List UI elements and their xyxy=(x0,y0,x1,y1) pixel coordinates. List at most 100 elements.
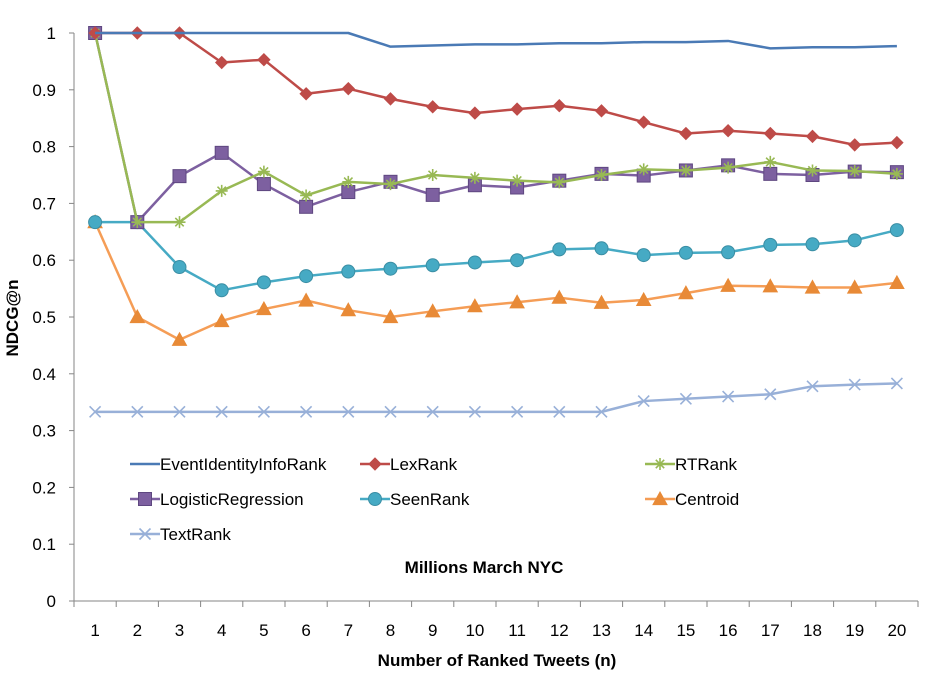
data-point xyxy=(720,277,736,292)
y-tick-label: 0.4 xyxy=(32,365,56,384)
data-point xyxy=(342,175,355,188)
legend-label: Centroid xyxy=(675,490,739,509)
data-point xyxy=(172,260,187,275)
x-axis-title: Number of Ranked Tweets (n) xyxy=(378,651,617,670)
data-point xyxy=(341,264,356,279)
data-point xyxy=(678,285,694,300)
y-tick-label: 0.3 xyxy=(32,422,56,441)
data-point xyxy=(256,275,271,290)
data-point xyxy=(552,242,567,257)
series-line xyxy=(95,31,897,50)
data-point xyxy=(678,245,693,260)
y-tick-label: 0.6 xyxy=(32,251,56,270)
data-point xyxy=(848,378,861,391)
legend-label: RTRank xyxy=(675,455,738,474)
data-point xyxy=(172,169,187,184)
data-point xyxy=(553,176,566,189)
data-point xyxy=(425,258,440,273)
data-point xyxy=(847,233,862,248)
y-tick-label: 0.5 xyxy=(32,308,56,327)
data-point xyxy=(805,237,820,252)
data-point xyxy=(89,405,102,418)
data-point xyxy=(340,302,357,317)
x-tick-label: 10 xyxy=(465,621,484,640)
data-point xyxy=(890,135,904,150)
data-point xyxy=(594,104,609,118)
x-tick-label: 18 xyxy=(803,621,822,640)
data-point xyxy=(131,405,144,418)
legend-label: EventIdentityInfoRank xyxy=(160,455,327,474)
data-point xyxy=(215,184,228,197)
x-tick-label: 9 xyxy=(428,621,437,640)
data-point xyxy=(256,301,272,316)
data-point xyxy=(299,87,313,101)
data-point xyxy=(721,245,736,260)
x-tick-label: 12 xyxy=(550,621,569,640)
legend-swatch-marker xyxy=(138,492,152,506)
data-point xyxy=(382,308,399,324)
data-point xyxy=(384,178,397,191)
data-point xyxy=(129,308,146,324)
y-tick-label: 0.9 xyxy=(32,81,56,100)
data-point xyxy=(383,92,398,106)
data-point xyxy=(594,241,609,256)
legend-label: SeenRank xyxy=(390,490,470,509)
series-line xyxy=(93,32,897,224)
data-point xyxy=(214,55,229,70)
legend-swatch-marker xyxy=(138,527,152,541)
data-point xyxy=(257,52,271,67)
legend-swatch-marker xyxy=(654,458,666,470)
legend-item: SeenRank xyxy=(360,490,470,509)
series-line xyxy=(95,220,898,292)
data-point xyxy=(722,161,735,174)
legend-label: LexRank xyxy=(390,455,458,474)
series-line xyxy=(93,32,897,224)
series-textrank xyxy=(89,377,903,418)
data-point xyxy=(889,223,904,238)
legend-item: TextRank xyxy=(130,525,231,544)
series-line xyxy=(95,382,897,414)
legend-item: LogisticRegression xyxy=(130,490,304,509)
data-point xyxy=(341,81,356,96)
data-point xyxy=(805,129,820,144)
y-tick-label: 1 xyxy=(47,24,56,43)
data-point xyxy=(299,199,314,214)
data-point xyxy=(425,100,440,114)
data-point xyxy=(511,174,524,187)
series-logisticregression xyxy=(88,26,904,230)
series-centroid xyxy=(87,214,905,346)
data-point xyxy=(679,164,692,177)
data-point xyxy=(763,237,778,252)
data-point xyxy=(467,255,482,270)
data-point xyxy=(679,392,692,405)
x-tick-label: 6 xyxy=(301,621,310,640)
data-point xyxy=(763,166,778,181)
y-axis-title: NDCG@n xyxy=(3,279,22,356)
x-tick-label: 8 xyxy=(386,621,395,640)
data-point xyxy=(214,145,229,160)
data-point xyxy=(722,390,735,403)
data-point xyxy=(256,177,271,192)
data-point xyxy=(300,405,313,418)
legend-label: TextRank xyxy=(160,525,231,544)
data-point xyxy=(847,138,862,152)
y-tick-label: 0.1 xyxy=(32,535,56,554)
data-point xyxy=(679,126,693,141)
x-tick-label: 17 xyxy=(761,621,780,640)
data-point xyxy=(257,405,270,418)
x-tick-label: 2 xyxy=(133,621,142,640)
y-tick-label: 0.8 xyxy=(32,138,56,157)
data-point xyxy=(383,261,398,276)
data-point xyxy=(468,405,481,418)
data-point xyxy=(298,292,314,307)
x-tick-label: 1 xyxy=(90,621,99,640)
chart-annotation: Millions March NYC xyxy=(405,558,564,577)
data-point xyxy=(764,155,777,168)
series-rtrank xyxy=(89,27,903,229)
x-tick-label: 7 xyxy=(344,621,353,640)
legend-item: Centroid xyxy=(645,490,739,509)
data-point xyxy=(551,289,568,304)
data-point xyxy=(214,283,229,298)
data-point xyxy=(553,405,566,418)
x-tick-label: 13 xyxy=(592,621,611,640)
